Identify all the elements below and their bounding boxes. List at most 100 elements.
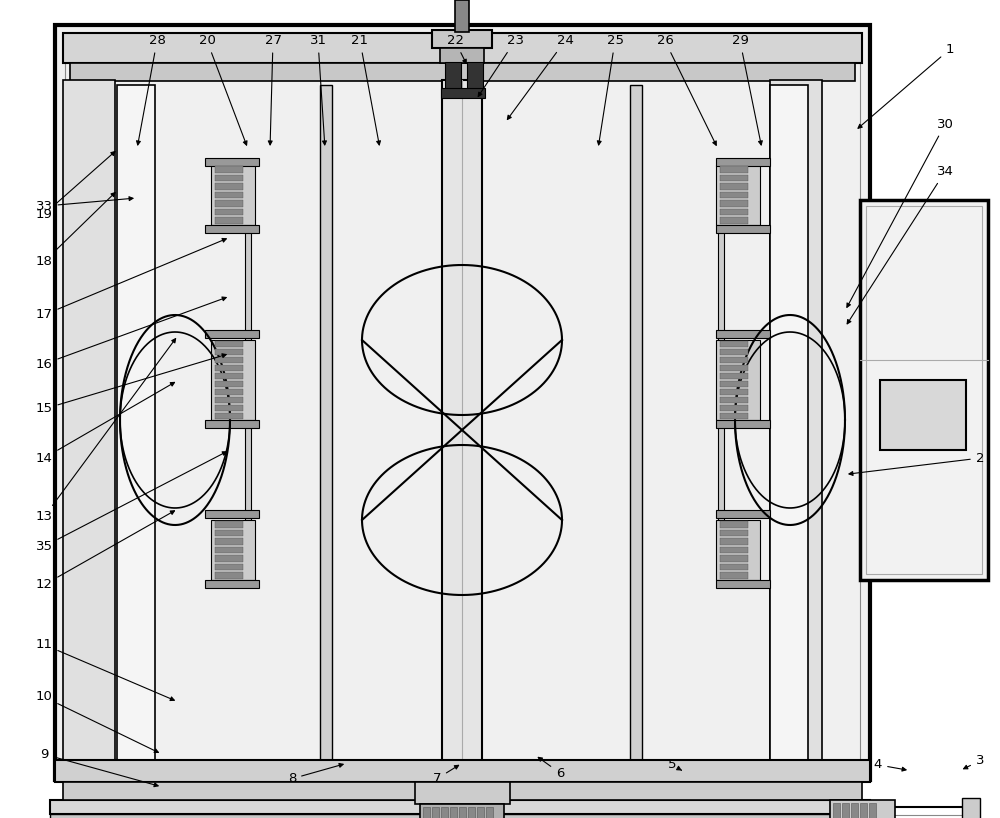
Bar <box>869 803 876 818</box>
Bar <box>117 85 155 765</box>
Bar <box>205 580 259 588</box>
Bar <box>320 85 332 765</box>
Text: 26: 26 <box>657 34 716 146</box>
Bar <box>851 803 858 818</box>
Bar <box>215 413 243 419</box>
Text: 12: 12 <box>36 510 175 591</box>
Bar <box>860 803 867 818</box>
Bar <box>720 413 748 419</box>
Bar <box>215 405 243 411</box>
Text: 1: 1 <box>858 43 954 128</box>
Bar <box>50 814 870 818</box>
Bar <box>860 200 988 580</box>
Bar <box>215 546 243 553</box>
Bar <box>720 381 748 387</box>
Bar <box>63 33 862 63</box>
Bar <box>445 62 461 92</box>
Text: 32: 32 <box>0 817 1 818</box>
Bar <box>215 373 243 379</box>
Bar <box>215 538 243 545</box>
Bar <box>215 200 243 207</box>
Bar <box>215 191 243 198</box>
Bar <box>211 165 255 225</box>
Bar <box>215 529 243 536</box>
Bar <box>455 0 469 32</box>
Text: 22: 22 <box>446 34 466 64</box>
Bar <box>459 807 466 818</box>
Bar <box>720 357 748 363</box>
Text: 35: 35 <box>36 452 226 553</box>
Bar <box>720 191 748 198</box>
Bar <box>716 158 770 166</box>
Text: 10: 10 <box>36 690 158 753</box>
Bar <box>716 340 760 420</box>
Bar <box>486 807 493 818</box>
Bar <box>720 174 748 181</box>
Bar <box>720 218 748 224</box>
Bar <box>215 174 243 181</box>
Bar <box>211 520 255 580</box>
Bar <box>450 807 457 818</box>
Text: 34: 34 <box>847 165 953 324</box>
Bar <box>211 340 255 420</box>
Text: 23: 23 <box>478 34 524 97</box>
Bar <box>720 521 748 528</box>
Bar <box>720 573 748 579</box>
Bar <box>420 804 504 818</box>
Bar <box>720 389 748 395</box>
Text: 7: 7 <box>433 766 459 785</box>
Bar <box>842 803 849 818</box>
Bar <box>720 397 748 403</box>
Bar <box>205 158 259 166</box>
Bar <box>770 85 808 765</box>
Bar <box>63 782 862 800</box>
Bar <box>880 380 966 450</box>
Bar <box>205 225 259 233</box>
Bar <box>830 800 895 818</box>
Bar <box>716 420 770 428</box>
Bar <box>215 349 243 355</box>
Bar <box>215 573 243 579</box>
Bar <box>720 349 748 355</box>
Text: 30: 30 <box>847 118 953 308</box>
Bar <box>55 760 870 782</box>
Bar <box>423 807 430 818</box>
Text: 31: 31 <box>310 34 326 145</box>
Bar <box>215 397 243 403</box>
Bar <box>866 206 982 574</box>
Text: 2: 2 <box>849 452 984 475</box>
Bar <box>215 357 243 363</box>
Bar <box>962 798 980 818</box>
Bar <box>468 807 475 818</box>
Bar <box>65 35 860 770</box>
Bar <box>720 546 748 553</box>
Bar <box>205 510 259 518</box>
Bar <box>215 341 243 347</box>
Text: 14: 14 <box>36 382 175 465</box>
Text: 33: 33 <box>36 196 133 213</box>
Bar <box>205 330 259 338</box>
Text: 29: 29 <box>732 34 762 145</box>
Bar <box>720 564 748 570</box>
Bar <box>720 405 748 411</box>
Text: 8: 8 <box>288 763 343 785</box>
Text: 28: 28 <box>137 34 165 145</box>
Bar <box>215 389 243 395</box>
Text: 13: 13 <box>36 339 176 524</box>
Bar <box>70 63 855 81</box>
Bar <box>716 520 760 580</box>
Bar <box>630 85 642 765</box>
Bar <box>50 800 870 814</box>
Bar <box>720 538 748 545</box>
Text: 15: 15 <box>36 353 226 416</box>
Bar <box>716 165 760 225</box>
Bar <box>215 381 243 387</box>
Bar <box>716 580 770 588</box>
Bar <box>245 165 251 580</box>
Bar <box>215 521 243 528</box>
Bar <box>415 782 510 804</box>
Bar <box>716 330 770 338</box>
Bar <box>833 803 840 818</box>
Bar <box>205 420 259 428</box>
Bar <box>720 341 748 347</box>
